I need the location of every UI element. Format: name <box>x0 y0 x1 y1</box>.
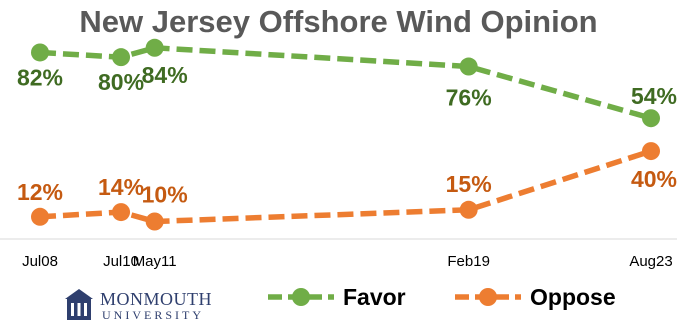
oppose-point <box>459 200 478 219</box>
university-logo: MONMOUTH UNIVERSITY <box>64 288 214 322</box>
favor-point <box>145 38 164 57</box>
favor-point <box>459 57 478 76</box>
x-tick-label: Feb19 <box>447 253 490 270</box>
oppose-data-label: 12% <box>17 179 63 205</box>
oppose-point <box>112 203 131 222</box>
logo-text-monmouth: MONMOUTH <box>100 289 212 309</box>
favor-legend-label: Favor <box>343 284 406 310</box>
oppose-data-label: 15% <box>446 171 492 197</box>
favor-data-label: 76% <box>446 85 492 111</box>
x-tick-label: May11 <box>133 253 177 270</box>
favor-point <box>642 109 660 128</box>
logo-text-university: UNIVERSITY <box>102 308 204 322</box>
chart-title: New Jersey Offshore Wind Opinion <box>79 4 598 39</box>
oppose-data-label: 14% <box>98 174 144 200</box>
favor-point <box>31 43 49 62</box>
favor-legend-marker <box>292 288 310 306</box>
oppose-point <box>145 212 164 231</box>
oppose-legend-label: Oppose <box>530 284 616 310</box>
oppose-legend-marker <box>479 288 497 306</box>
oppose-point <box>31 207 49 226</box>
favor-data-label: 80% <box>98 69 144 95</box>
university-seal-icon <box>65 289 93 320</box>
x-tick-label: Jul10 <box>103 253 139 270</box>
oppose-data-label: 10% <box>142 182 188 208</box>
oppose-point <box>642 142 660 161</box>
x-tick-label: Aug23 <box>629 253 672 270</box>
x-tick-label: Jul08 <box>22 253 58 270</box>
favor-point <box>112 48 131 67</box>
favor-data-label: 82% <box>17 64 63 90</box>
favor-data-label: 84% <box>142 62 188 88</box>
oppose-data-label: 40% <box>631 166 677 192</box>
favor-data-label: 54% <box>631 83 677 109</box>
